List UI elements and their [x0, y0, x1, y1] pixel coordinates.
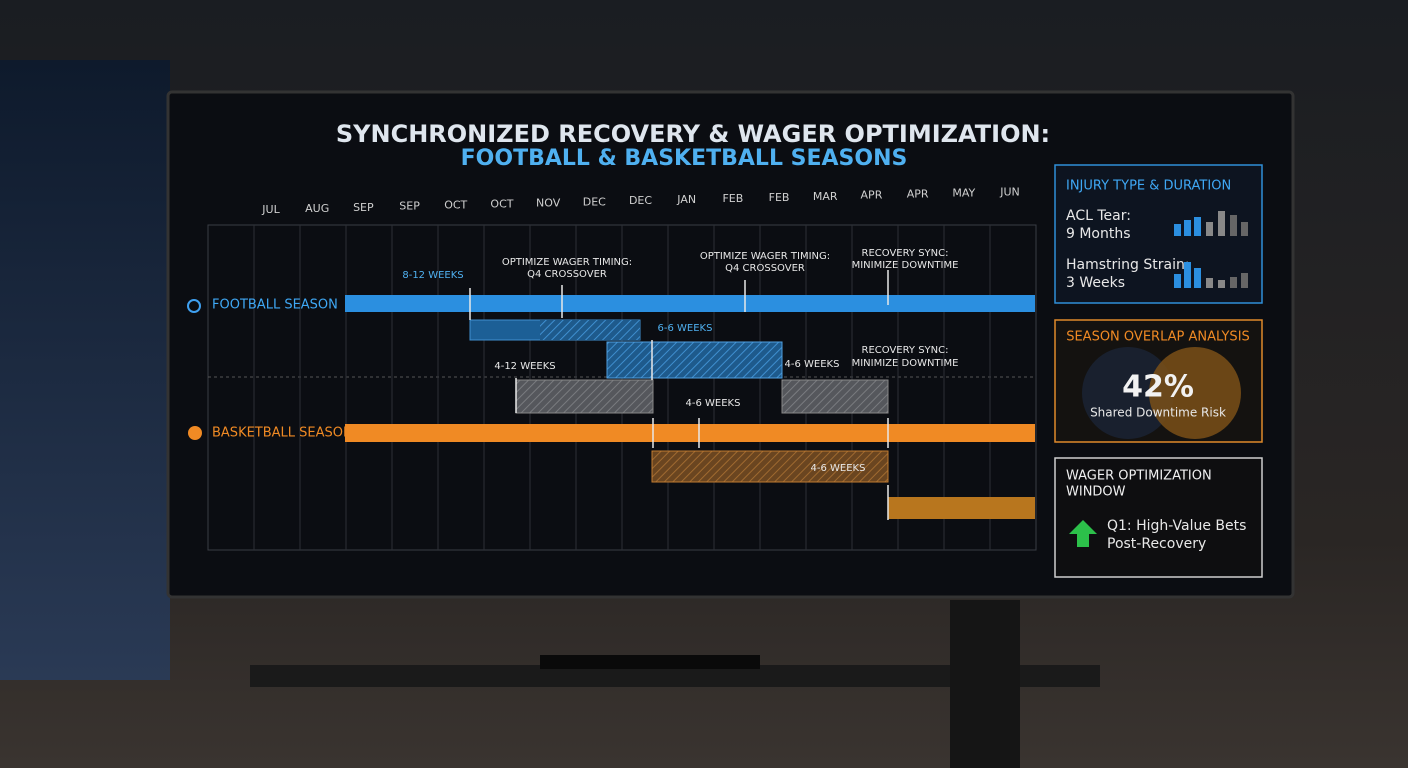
basketball-season-bar	[345, 424, 1035, 442]
injury-name: Hamstring Strain:	[1066, 257, 1190, 273]
month-label: FEB	[769, 191, 790, 204]
panel-title: SEASON OVERLAP ANALYSIS	[1066, 330, 1250, 345]
panel-title: WINDOW	[1066, 485, 1126, 500]
panel-title: WAGER OPTIMIZATION	[1066, 469, 1212, 484]
annotation: Q4 CROSSOVER	[527, 269, 607, 280]
month-label: OCT	[490, 198, 513, 211]
injury-duration: 3 Weeks	[1066, 275, 1125, 291]
month-label: JAN	[676, 193, 696, 206]
row-label: BASKETBALL SEASON	[212, 426, 353, 441]
recovery-bar	[540, 320, 640, 340]
mini-bar	[1218, 280, 1225, 288]
injury-panel	[1054, 164, 1263, 304]
panel-title: INJURY TYPE & DURATION	[1066, 179, 1231, 194]
desk	[250, 665, 1100, 687]
injury-duration: 9 Months	[1066, 226, 1131, 242]
annotation: OPTIMIZE WAGER TIMING:	[700, 251, 830, 262]
annotation: 4-6 WEEKS	[686, 398, 741, 409]
mini-bar	[1184, 220, 1191, 236]
mini-bar	[1218, 211, 1225, 236]
month-label: APR	[907, 188, 929, 201]
recovery-bar	[606, 341, 783, 379]
mini-bar	[1230, 215, 1237, 236]
recovery-bar	[781, 379, 889, 414]
mini-bar	[1206, 222, 1213, 236]
month-label: MAR	[813, 190, 838, 203]
stand	[950, 600, 1020, 768]
mini-bar	[1241, 273, 1248, 288]
title-line: SYNCHRONIZED RECOVERY & WAGER OPTIMIZATI…	[336, 120, 1050, 148]
annotation: RECOVERY SYNC:	[862, 248, 949, 259]
mini-bar	[1174, 224, 1181, 236]
month-label: FEB	[722, 192, 743, 205]
football-icon	[187, 299, 201, 313]
month-label: AUG	[305, 202, 329, 215]
annotation: MINIMIZE DOWNTIME	[852, 260, 959, 271]
annotation: Q4 CROSSOVER	[725, 263, 805, 274]
month-label: DEC	[583, 195, 606, 208]
annotation: OPTIMIZE WAGER TIMING:	[502, 257, 632, 268]
annotation: 8-12 WEEKS	[402, 270, 463, 281]
annotation: 4-6 WEEKS	[811, 463, 866, 474]
title-line: FOOTBALL & BASKETBALL SEASONS	[461, 146, 908, 171]
month-label: NOV	[536, 196, 561, 209]
mini-bar	[1184, 262, 1191, 288]
month-label: JUL	[261, 203, 280, 216]
annotation: RECOVERY SYNC:	[862, 345, 949, 356]
mini-bar	[1194, 268, 1201, 288]
row-label: FOOTBALL SEASON	[212, 298, 338, 313]
football-season-bar	[345, 295, 1035, 312]
mini-bar	[1194, 217, 1201, 236]
annotation: MINIMIZE DOWNTIME	[852, 358, 959, 369]
up-arrow	[1069, 520, 1097, 547]
month-label: JUN	[999, 185, 1020, 198]
annotation: 4-6 WEEKS	[785, 359, 840, 370]
wager-text: Q1: High-Value Bets	[1107, 518, 1246, 534]
injury-name: ACL Tear:	[1066, 208, 1131, 224]
overlap-value: 42%	[1122, 370, 1194, 405]
annotation: 6-6 WEEKS	[658, 323, 713, 334]
venn-circle	[1082, 347, 1174, 439]
month-label: SEP	[353, 201, 374, 214]
month-label: OCT	[444, 199, 467, 212]
wager-text: Post-Recovery	[1107, 536, 1206, 552]
recovery-bar	[651, 450, 889, 483]
overlap-caption: Shared Downtime Risk	[1090, 406, 1226, 420]
mini-bar	[1241, 222, 1248, 236]
mini-bars	[1174, 211, 1248, 288]
month-label: MAY	[952, 187, 975, 200]
mini-bar	[1230, 277, 1237, 288]
recovery-bar	[515, 379, 654, 414]
annotation: 4-12 WEEKS	[494, 361, 555, 372]
keyboard	[540, 655, 760, 669]
wager-panel	[1054, 457, 1263, 578]
window	[0, 60, 170, 680]
markers	[469, 270, 889, 520]
mini-bar	[1174, 274, 1181, 288]
basketball-icon	[188, 426, 202, 440]
recovery-bar	[888, 497, 1035, 519]
month-label: DEC	[629, 194, 652, 207]
month-label: APR	[861, 189, 883, 202]
mini-bar	[1206, 278, 1213, 288]
month-label: SEP	[399, 200, 420, 213]
venn-circle	[1149, 347, 1241, 439]
